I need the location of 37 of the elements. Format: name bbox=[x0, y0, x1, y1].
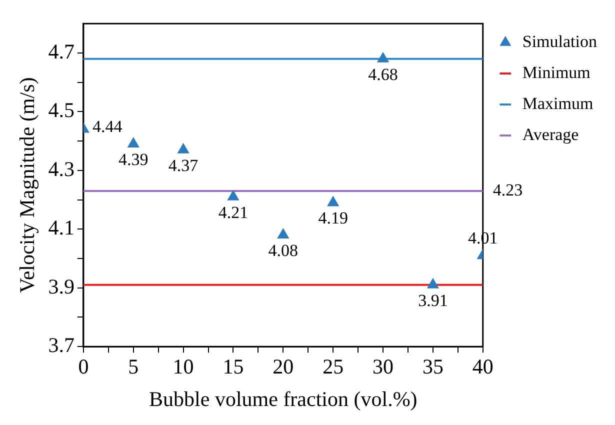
point bbox=[427, 278, 439, 288]
legend-label: Maximum bbox=[522, 94, 594, 113]
point bbox=[277, 228, 289, 239]
y-tick-label: 4.7 bbox=[48, 39, 74, 64]
data-label: 3.91 bbox=[418, 290, 448, 310]
x-tick-label: 5 bbox=[128, 354, 139, 379]
data-label: 4.21 bbox=[218, 202, 248, 222]
data-label: 4.08 bbox=[268, 240, 298, 260]
y-tick-label: 3.9 bbox=[48, 274, 74, 298]
point bbox=[128, 137, 140, 148]
y-axis-title: Velocity Magnitude (m/s) bbox=[15, 77, 40, 293]
y-tick-label: 3.7 bbox=[48, 333, 74, 358]
point bbox=[327, 196, 339, 206]
data-label: 4.68 bbox=[368, 64, 398, 84]
x-tick-label: 30 bbox=[372, 354, 394, 379]
data-label: 4.44 bbox=[92, 116, 123, 136]
y-tick-label: 4.1 bbox=[48, 216, 74, 240]
y-tick-label: 4.5 bbox=[48, 98, 74, 122]
x-tick-label: 10 bbox=[172, 354, 194, 379]
data-label: 4.19 bbox=[318, 208, 348, 228]
data-label: 4.23 bbox=[492, 180, 523, 200]
point bbox=[377, 52, 389, 62]
point bbox=[228, 190, 239, 200]
x-tick-label: 15 bbox=[222, 354, 244, 379]
x-tick-label: 25 bbox=[322, 354, 344, 379]
legend-label: Minimum bbox=[522, 62, 590, 82]
legend-label: Simulation bbox=[522, 32, 598, 51]
data-label: 4.37 bbox=[168, 156, 199, 175]
x-axis-title: Bubble volume fraction (vol.%) bbox=[149, 386, 418, 411]
x-tick-label: 40 bbox=[472, 354, 494, 379]
legend-label: Average bbox=[522, 124, 579, 144]
data-label: 4.39 bbox=[118, 150, 148, 169]
x-tick-label: 0 bbox=[78, 354, 89, 379]
x-tick-label: 20 bbox=[272, 354, 294, 379]
y-tick-label: 4.3 bbox=[48, 156, 74, 181]
x-tick-label: 35 bbox=[422, 354, 444, 379]
point bbox=[178, 143, 190, 154]
